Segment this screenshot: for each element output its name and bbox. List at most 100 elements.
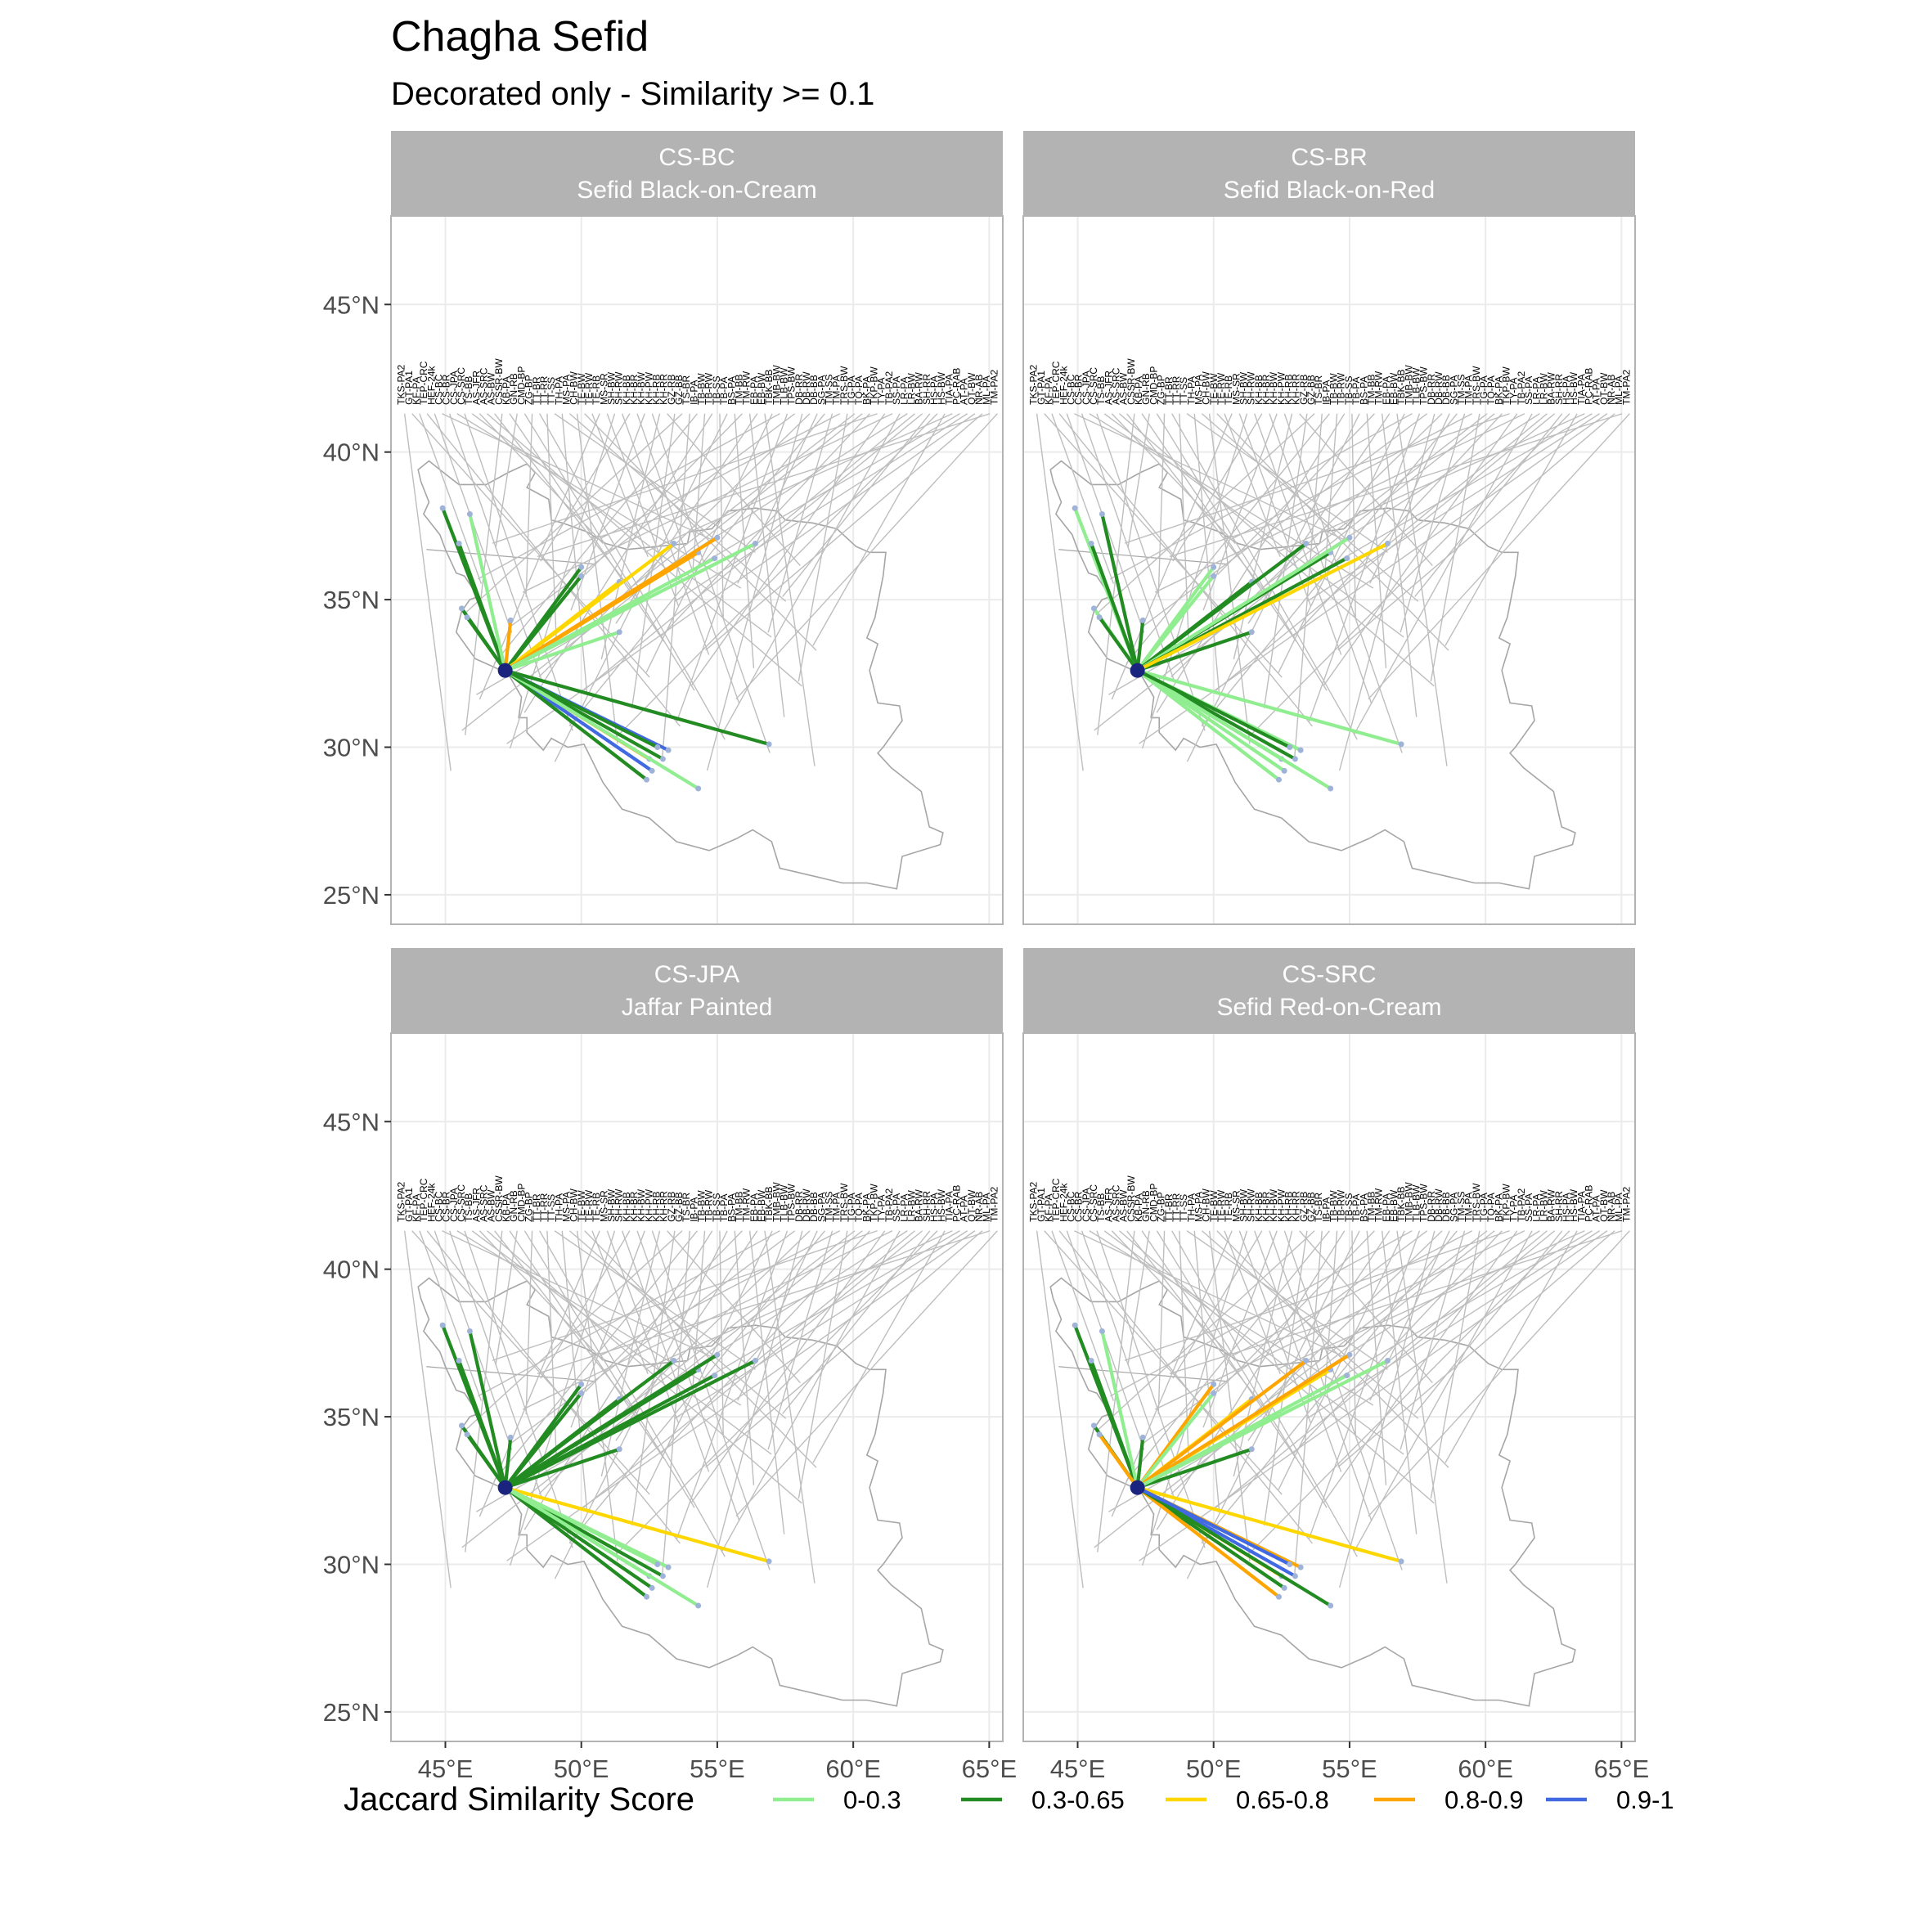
label-leader-line — [622, 413, 710, 655]
site-label: TT-BR — [1163, 376, 1175, 405]
site-label: CS-JPA — [448, 371, 460, 405]
site-label: KH-RR — [658, 374, 670, 405]
site-label: TKS-PA2 — [1028, 364, 1040, 404]
site-label: TY-PA — [876, 377, 887, 404]
site-label: EB-PA — [1381, 376, 1392, 405]
site-label: TS-BB — [463, 376, 474, 405]
label-leader-line — [525, 1230, 533, 1414]
site-label: TE-BW — [576, 373, 587, 405]
site-label: CH-BW — [568, 371, 580, 405]
label-leader-line — [487, 1230, 802, 1504]
label-leader-line — [1299, 1230, 1433, 1384]
site-label: SH-RW — [613, 371, 625, 405]
site-label: TT-RR — [1170, 1193, 1182, 1222]
site-label: TM-BB — [733, 375, 744, 405]
site-label: SH-BW — [1238, 371, 1250, 405]
site-label: TG-PA — [846, 1193, 857, 1222]
label-leader-line — [1208, 413, 1251, 744]
site-label: LR-PA — [1530, 1193, 1542, 1221]
label-leader-line — [1337, 1230, 1615, 1468]
site-label: KF-PA — [411, 1193, 422, 1221]
site-label: LR-BW — [1538, 1190, 1549, 1222]
label-leader-line — [737, 1230, 818, 1401]
label-leader-line — [667, 1230, 801, 1384]
site-label: EB-BW — [756, 372, 767, 405]
site-label: TB-RW — [703, 1189, 715, 1222]
site-point — [1090, 605, 1097, 612]
label-leader-line — [1095, 413, 1315, 616]
site-label: TIA-PA — [943, 374, 955, 405]
site-label: AT-PA — [1591, 378, 1602, 405]
label-leader-line — [495, 413, 518, 549]
label-leader-line — [495, 1230, 518, 1366]
label-leader-line — [583, 413, 923, 691]
site-label: LR-BW — [1538, 373, 1549, 405]
similarity-links — [439, 505, 772, 792]
label-leader-line — [1103, 413, 1404, 638]
label-leader-line — [1353, 1230, 1533, 1552]
label-leader-line — [1139, 413, 1608, 744]
site-label: BA-RW — [914, 371, 925, 404]
site-label: KH-BR — [628, 374, 640, 405]
site-label: PC-RAB — [1584, 1185, 1595, 1222]
similarity-link — [1135, 1485, 1281, 1599]
site-label: BK-PA — [1493, 376, 1504, 405]
site-label: KH-BR — [628, 1191, 640, 1222]
site-label: QT-BW — [1598, 372, 1610, 405]
site-point — [712, 1373, 718, 1379]
label-leader-line — [1119, 413, 1435, 687]
facet-strip-code: CS-BR — [1291, 144, 1367, 171]
y-tick-label: 30°N — [323, 734, 380, 762]
label-leader-line — [585, 1230, 743, 1392]
site-point — [695, 1602, 702, 1609]
label-leader-line — [1044, 1230, 1283, 1495]
label-leader-line — [599, 413, 841, 540]
label-leader-line — [523, 1230, 713, 1530]
site-label: TLB-BW — [1411, 1184, 1422, 1222]
site-point — [714, 1351, 721, 1358]
site-label: HEF-24k — [425, 366, 437, 405]
similarity-links — [439, 1322, 772, 1609]
site-point — [456, 541, 462, 547]
site-point — [1096, 1431, 1103, 1438]
label-leader-line — [1307, 413, 1601, 602]
site-label: TEP-CRC — [1050, 1178, 1062, 1222]
site-label: TM-PA2 — [1620, 1187, 1632, 1222]
label-leader-line — [1103, 1230, 1404, 1455]
label-leader-line — [1215, 1230, 1556, 1508]
label-leader-line — [764, 1230, 815, 1584]
site-point — [643, 776, 649, 783]
label-leader-line — [1231, 1230, 1473, 1357]
site-label: TB-PA — [1350, 1193, 1362, 1221]
site-label: SH-RW — [1246, 371, 1257, 405]
similarity-link — [503, 1485, 771, 1563]
site-label: TT-SS — [546, 377, 557, 405]
similarity-link — [503, 574, 583, 672]
site-point — [1346, 1351, 1353, 1358]
legend-label: 0-0.3 — [843, 1786, 901, 1814]
similarity-link — [465, 615, 507, 672]
label-leader-line — [1074, 413, 1343, 540]
site-label: LR-PA — [898, 1193, 910, 1221]
label-leader-line — [584, 413, 817, 651]
site-label: CS-BC — [434, 1191, 445, 1222]
label-leader-line — [705, 1230, 983, 1468]
label-leader-line — [1262, 1230, 1488, 1406]
site-label: TB-BW — [696, 373, 708, 405]
site-label: DB-RR — [793, 1191, 805, 1222]
province-border — [426, 549, 595, 565]
label-leader-line — [1324, 413, 1338, 571]
site-label: DB-BB — [1440, 1192, 1452, 1222]
site-label: GT-PA1 — [403, 1188, 415, 1222]
x-tick-label: 55°E — [690, 1755, 745, 1783]
label-leader-line — [1141, 413, 1248, 749]
site-label: GZ-BB — [1305, 1192, 1317, 1222]
site-label: KB-PA — [501, 376, 512, 405]
label-leader-line — [1445, 1230, 1578, 1463]
similarity-link — [1135, 1353, 1352, 1489]
site-label: KH-RR — [658, 1191, 670, 1222]
label-leader-line — [644, 413, 953, 553]
site-label: TM-RW — [1373, 371, 1385, 405]
site-label: TY-PA — [1508, 1194, 1520, 1221]
site-label: TM-BB — [1365, 1192, 1377, 1222]
